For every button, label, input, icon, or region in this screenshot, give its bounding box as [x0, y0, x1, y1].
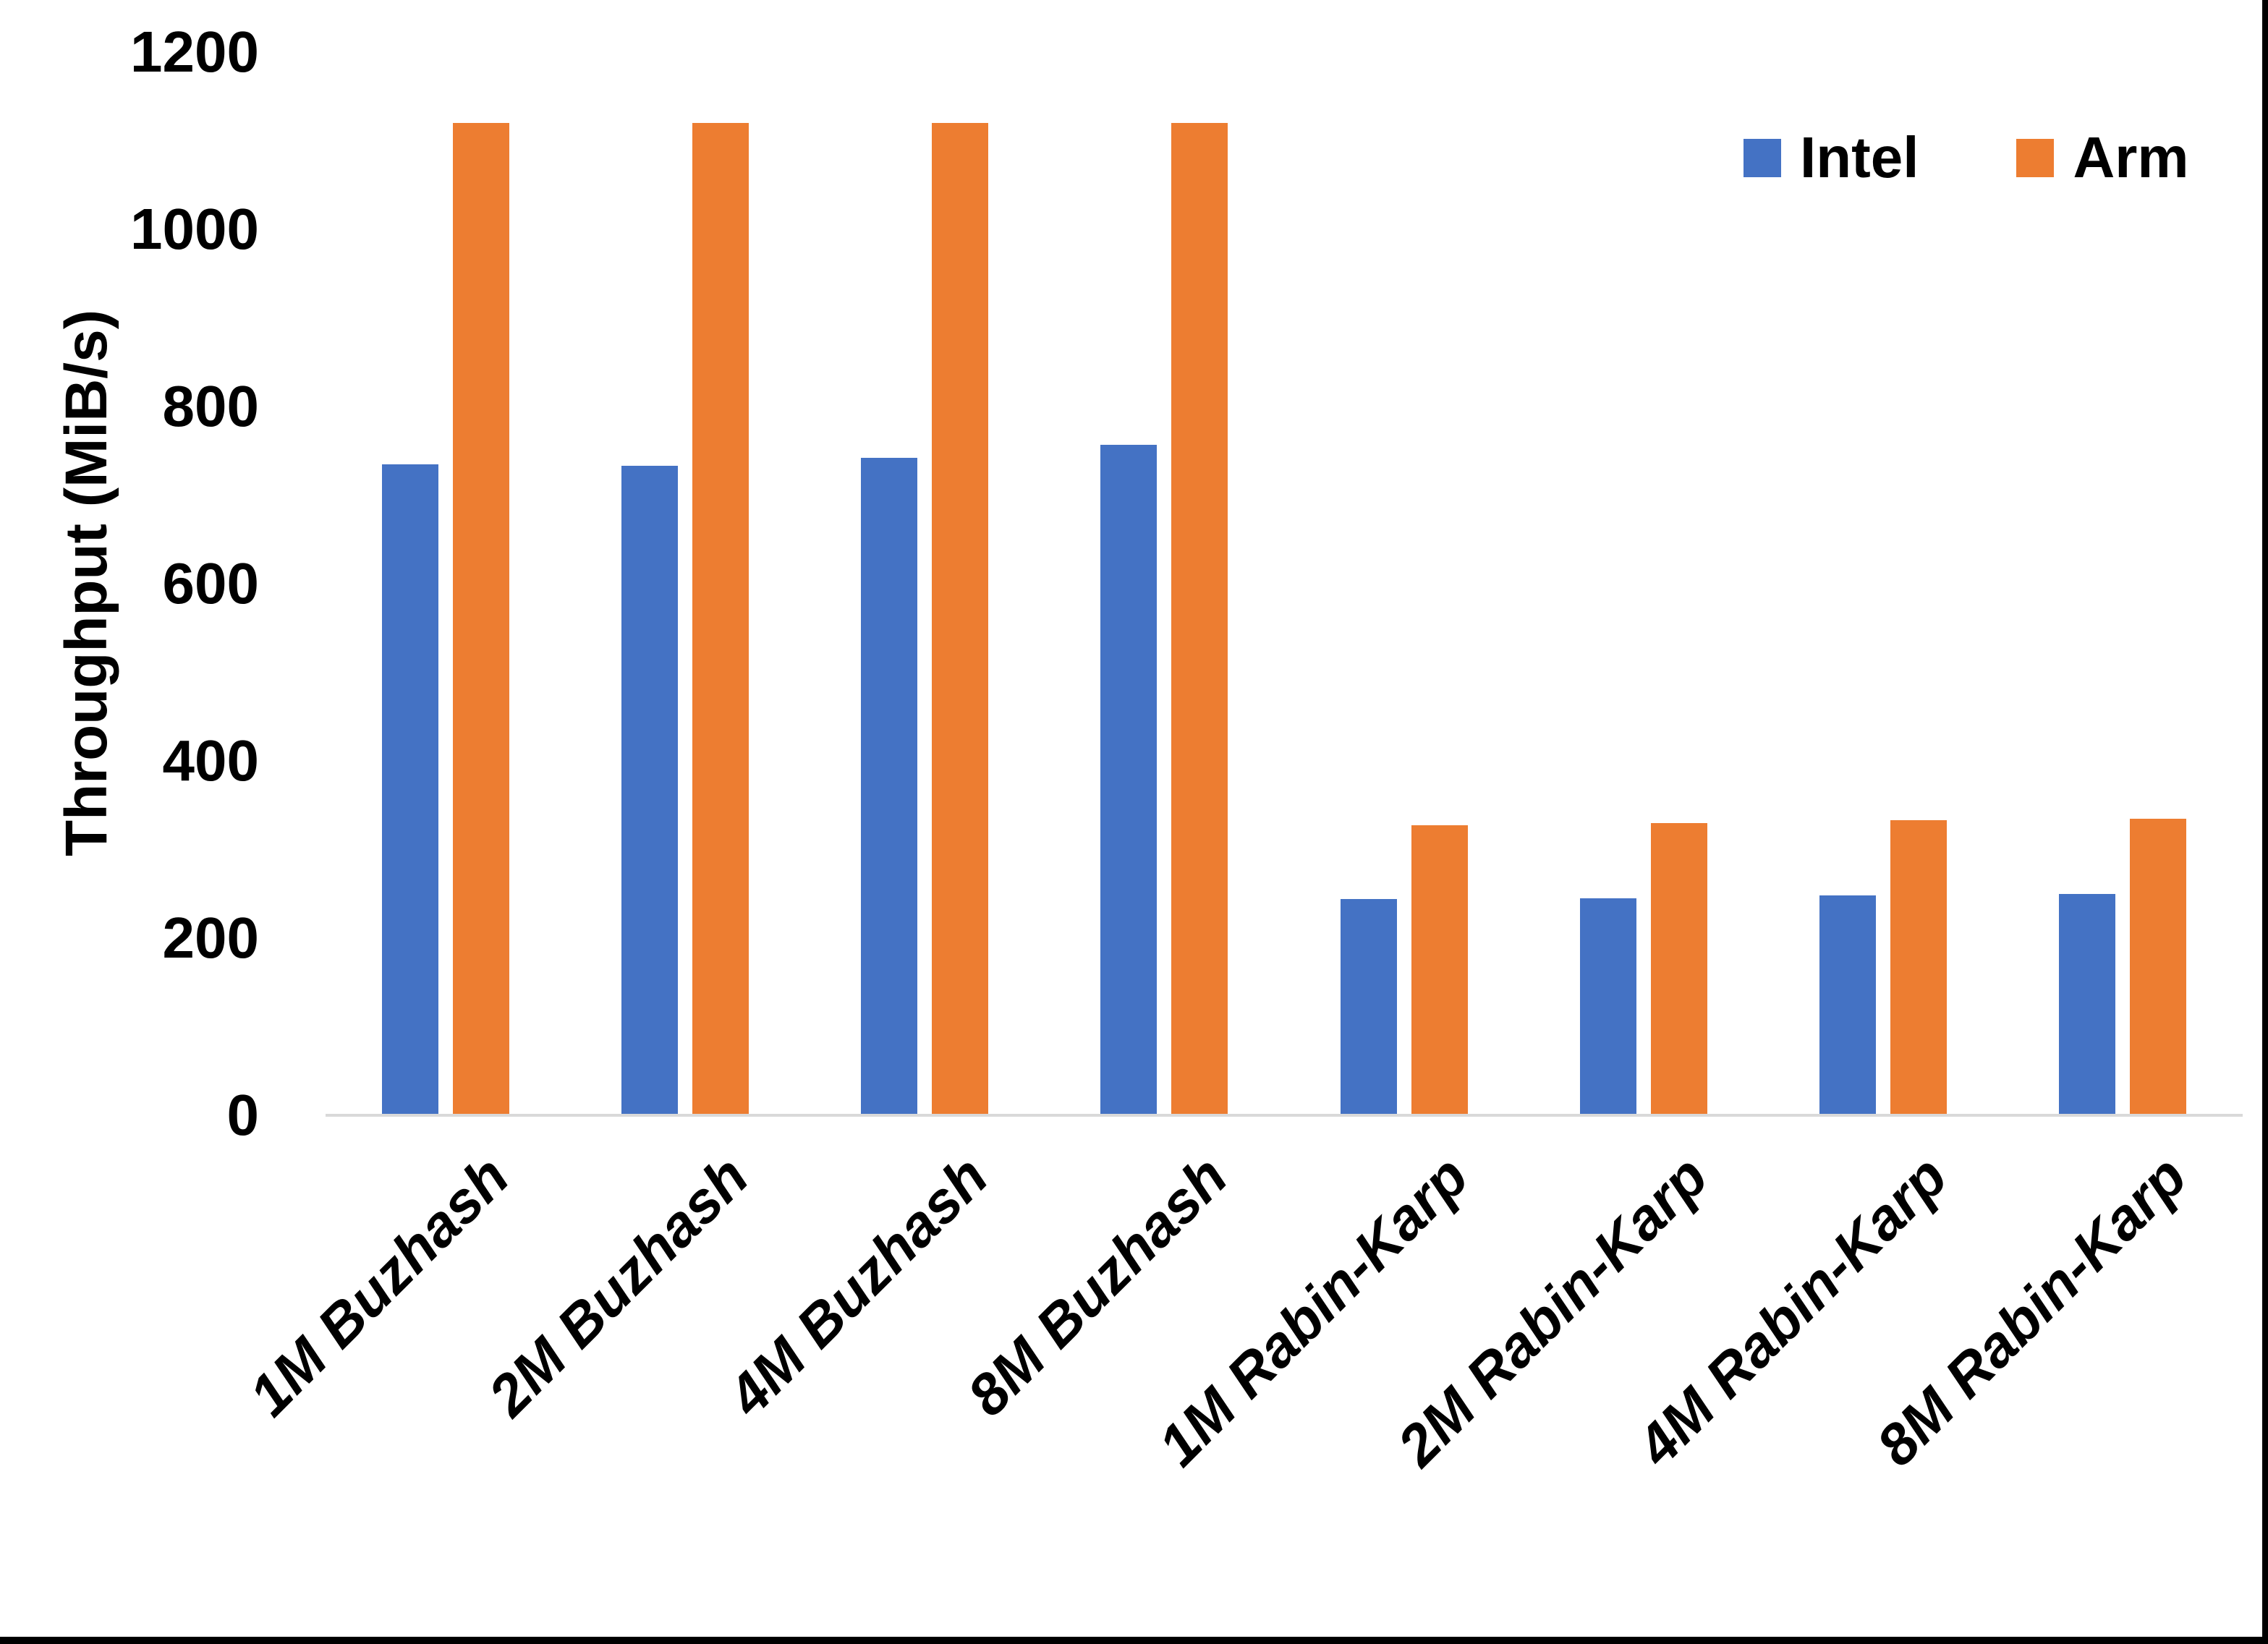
- bar-intel-4m-buzhash: [861, 458, 917, 1115]
- bar-arm-8m-buzhash: [1171, 123, 1228, 1115]
- bar-arm-4m-buzhash: [932, 123, 988, 1115]
- bar-arm-2m-buzhash: [692, 123, 749, 1115]
- legend-swatch-arm: [2016, 138, 2055, 177]
- bar-intel-2m-rabin-karp: [1580, 898, 1636, 1115]
- legend: Intel Arm: [1744, 129, 2189, 187]
- legend-swatch-intel: [1744, 138, 1781, 177]
- bar-arm-8m-rabin-karp: [2130, 819, 2186, 1115]
- bar-intel-8m-buzhash: [1100, 445, 1157, 1115]
- y-tick-label-0: 0: [226, 1083, 260, 1147]
- y-tick-label-600: 600: [162, 551, 259, 616]
- y-tick-label-800: 800: [162, 374, 259, 438]
- window-bottom-border: [0, 1637, 2268, 1644]
- x-axis-line: [326, 1114, 2243, 1117]
- y-axis-title: Throughput (MiB/s): [54, 309, 119, 857]
- y-tick-label-400: 400: [162, 728, 259, 793]
- bar-intel-8m-rabin-karp: [2059, 894, 2115, 1115]
- bar-intel-2m-buzhash: [621, 466, 678, 1115]
- bar-intel-4m-rabin-karp: [1819, 895, 1876, 1115]
- bar-arm-2m-rabin-karp: [1651, 823, 1707, 1115]
- window-right-border: [2262, 0, 2268, 1644]
- bar-intel-1m-buzhash: [382, 464, 438, 1115]
- bar-arm-4m-rabin-karp: [1890, 820, 1947, 1115]
- y-tick-label-1200: 1200: [130, 20, 259, 84]
- y-tick-label-1000: 1000: [130, 197, 259, 261]
- legend-item-arm: Arm: [2016, 125, 2189, 189]
- legend-item-intel: Intel: [1744, 129, 1919, 187]
- bar-intel-1m-rabin-karp: [1341, 899, 1397, 1115]
- bar-arm-1m-buzhash: [453, 123, 509, 1115]
- legend-label-intel: Intel: [1800, 125, 1919, 189]
- y-tick-label-200: 200: [162, 906, 259, 970]
- legend-label-arm: Arm: [2073, 125, 2189, 189]
- bar-arm-1m-rabin-karp: [1411, 825, 1468, 1115]
